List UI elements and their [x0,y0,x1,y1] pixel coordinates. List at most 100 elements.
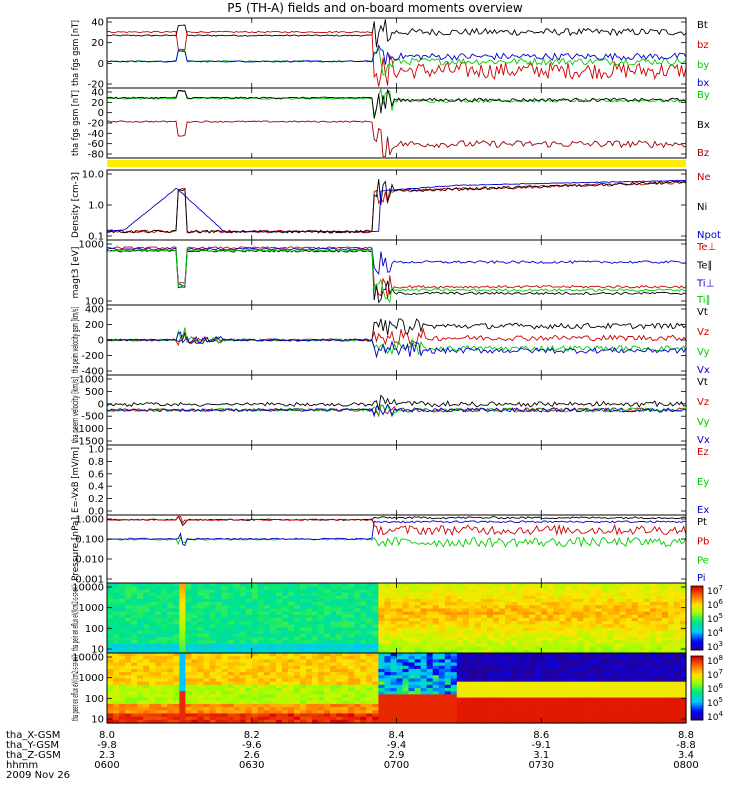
heatmap-cell [293,630,301,635]
heatmap-cell [474,678,482,683]
heatmap-cell [149,700,156,705]
heatmap-cell [649,627,657,632]
heatmap-cell [300,684,307,689]
heatmap-cell [601,653,609,657]
heatmap-cell [312,697,319,702]
heatmap-cell [505,691,512,695]
heatmap-cell [239,598,247,603]
heatmap-cell [571,653,579,657]
heatmap-cell [601,672,609,676]
heatmap-cell [155,586,162,590]
heatmap-cell [456,691,464,695]
heatmap-cell [384,611,392,616]
heatmap-cell [643,592,651,597]
heatmap-cell [336,707,343,711]
heatmap-cell [426,713,434,718]
heatmap-cell [137,605,144,610]
heatmap-cell [209,592,217,597]
heatmap-cell [306,713,313,718]
heatmap-cell [559,646,566,651]
heatmap-cell [312,665,319,670]
heatmap-cell [137,716,144,721]
heatmap-cell [505,653,512,657]
heatmap-cell [354,716,361,721]
heatmap-cell [269,668,277,673]
heatmap-cell [336,611,343,616]
heatmap-cell [239,707,247,711]
heatmap-cell [203,627,211,632]
heatmap-cell [366,627,373,632]
heatmap-cell [541,703,548,708]
heatmap-cell [529,665,536,670]
heatmap-cell [251,716,259,721]
heatmap-cell [324,684,331,689]
heatmap-cell [269,630,277,635]
heatmap-cell [541,659,548,664]
heatmap-cell [607,681,615,686]
heatmap-cell [131,665,138,670]
heatmap-cell [107,688,114,692]
heatmap-cell [119,662,126,667]
heatmap-cell [233,614,241,619]
heatmap-cell [257,662,265,667]
heatmap-cell [239,713,247,718]
heatmap-cell [372,646,380,651]
heatmap-cell [149,621,156,625]
heatmap-cell [426,707,434,711]
heatmap-cell [185,627,193,632]
heatmap-cell [511,621,518,625]
y-tick-label: 20 [91,38,104,49]
heatmap-cell [595,716,603,721]
heatmap-cell [215,653,223,657]
heatmap-cell [155,662,162,667]
heatmap-cell [167,713,174,718]
heatmap-cell [535,675,542,680]
heatmap-cell [119,633,126,638]
colorbar-step [691,588,703,591]
legend-label: Ey [697,477,709,488]
heatmap-cell [360,621,367,625]
heatmap-cell [342,707,349,711]
heatmap-cell [480,624,488,629]
heatmap-cell [366,707,373,711]
heatmap-cell [444,595,452,600]
heatmap-cell [155,589,162,594]
heatmap-cell [330,586,337,590]
heatmap-cell [306,637,313,641]
heatmap-cell [161,707,168,711]
heatmap-cell [324,637,331,641]
heatmap-cell [420,646,428,651]
heatmap-cell [336,668,343,673]
heatmap-cell [239,700,247,705]
heatmap-cell [450,586,458,590]
heatmap-cell [414,656,422,660]
heatmap-cell [553,630,560,635]
heatmap-cell [625,598,633,603]
heatmap-cell [499,595,506,600]
heatmap-cell [541,688,548,692]
heatmap-cell [185,681,193,686]
heatmap-cell [577,653,585,657]
heatmap-cell [336,678,343,683]
heatmap-cell [300,665,307,670]
heatmap-cell [191,602,199,606]
heatmap-cell [444,688,452,692]
heatmap-cell [287,649,295,654]
heatmap-cell [583,595,591,600]
heatmap-cell [523,707,530,711]
heatmap-cell [456,605,464,610]
heatmap-cell [396,710,404,715]
heatmap-cell [486,653,494,657]
heatmap-cell [396,700,404,705]
heatmap-cell [366,614,373,619]
heatmap-cell [444,675,452,680]
heatmap-cell [161,637,168,641]
heatmap-cell [673,637,681,641]
heatmap-cell [378,684,386,689]
heatmap-cell [396,624,404,629]
heatmap-cell [661,710,669,715]
heatmap-cell [336,703,343,708]
y-tick-label: -200 [81,351,104,362]
heatmap-cell [384,624,392,629]
heatmap-cell [251,630,259,635]
